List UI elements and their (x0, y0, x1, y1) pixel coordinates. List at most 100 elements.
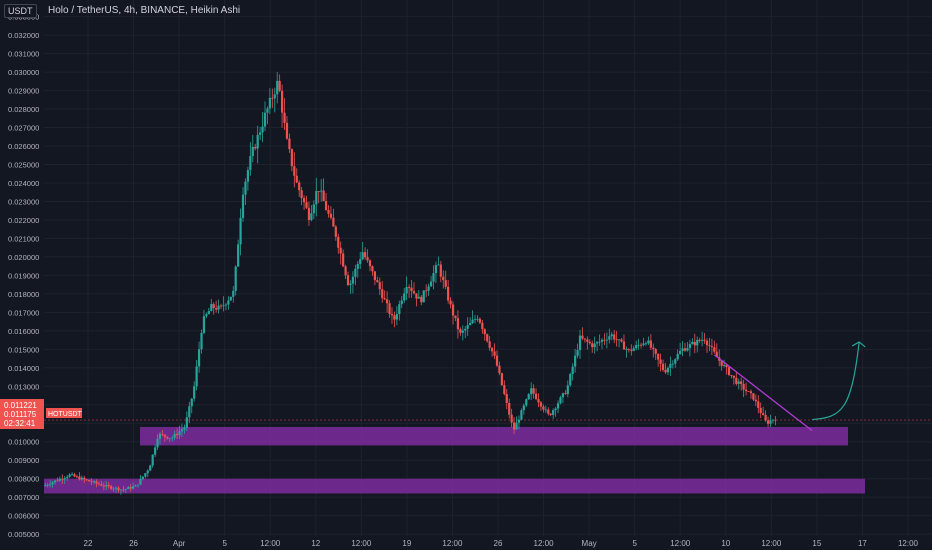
candle-body (556, 403, 560, 409)
candle-body (710, 346, 713, 348)
candle-body (764, 414, 767, 421)
candle-body (188, 406, 191, 418)
candle-body (544, 409, 547, 411)
candle-body (239, 217, 242, 245)
price-tick-label: 0.026000 (8, 142, 39, 151)
candle-body (273, 94, 276, 99)
candle-body (495, 355, 499, 366)
price-tick-label: 0.024000 (8, 179, 39, 188)
candle-body (691, 341, 694, 345)
candle-body (625, 349, 628, 350)
price-tick-label: 0.032000 (8, 31, 39, 40)
candle-body (185, 417, 188, 428)
price-tick-label: 0.019000 (8, 271, 39, 280)
candle-body (483, 329, 486, 335)
candle-body (117, 487, 120, 491)
candle-body (241, 194, 245, 218)
candle-body (608, 336, 611, 340)
price-tag-box (0, 399, 44, 429)
candle-body (386, 299, 389, 304)
candle-body (312, 204, 315, 214)
time-tick-label: 12 (311, 539, 320, 548)
support-zones (44, 426, 865, 494)
candle-body (622, 341, 626, 350)
candle-body (322, 190, 325, 202)
candle-body (676, 353, 679, 360)
candle-body (447, 286, 450, 301)
candle-body (376, 280, 379, 283)
price-tick-label: 0.027000 (8, 124, 39, 133)
current-price-label: 0.011175 (4, 410, 37, 419)
candle-body (659, 359, 662, 364)
candle-body (205, 314, 208, 317)
currency-badge[interactable]: USDT (4, 4, 37, 18)
candle-body (757, 401, 760, 408)
candle-body (58, 478, 61, 481)
candle-body (217, 305, 220, 310)
candle-body (337, 236, 340, 248)
candle-body (195, 366, 198, 387)
candle-body (364, 252, 367, 258)
time-axis[interactable]: 22 26 Apr 5 12:00 12 12:00 19 12:00 26 12:00 May 5 12… (84, 539, 919, 548)
candle-body (134, 485, 137, 487)
candle-body (295, 175, 298, 183)
symbol-tag: HOTUSDT (48, 411, 83, 418)
price-tags: 0.011221 0.011175 02:32:41 HOTUSDT (0, 399, 83, 429)
candle-body (466, 325, 469, 329)
candle-body (197, 349, 201, 367)
candle-body (359, 259, 362, 264)
candle-body (505, 393, 508, 403)
symbol-title: Holo / TetherUS, 4h, BINANCE, Heikin Ash… (48, 5, 241, 16)
candle-body (425, 290, 428, 292)
price-tick-label: 0.031000 (8, 50, 39, 59)
price-axis[interactable]: 0.0330000.0320000.0310000.0300000.029000… (8, 13, 39, 540)
candle-body (388, 303, 391, 314)
candle-body (708, 345, 711, 347)
candle-body (552, 410, 555, 415)
candle-body (49, 484, 52, 486)
candle-body (444, 280, 447, 287)
candle-body (454, 315, 457, 319)
candle-body (598, 341, 601, 343)
candle-body (46, 484, 49, 486)
candle-body (251, 146, 254, 157)
price-tick-label: 0.010000 (8, 438, 39, 447)
candle-body (261, 126, 264, 133)
candle-body (644, 343, 648, 345)
candle-body (696, 339, 699, 346)
time-tick-label: 19 (402, 539, 411, 548)
candle-body (278, 80, 281, 91)
support-zone (140, 426, 848, 446)
candle-body (576, 350, 579, 356)
candle-body (525, 399, 528, 406)
candle-body (615, 339, 618, 341)
candle-body (649, 340, 652, 348)
candle-body (459, 329, 462, 333)
candle-body (400, 300, 403, 305)
candle-body (215, 308, 218, 310)
candle-body (420, 296, 423, 303)
candle-body (327, 209, 330, 214)
candle-body (144, 473, 147, 477)
candle-body (398, 304, 401, 315)
last-price-label: 0.011221 (4, 401, 37, 410)
trendline (714, 354, 813, 432)
candle-body (63, 478, 66, 480)
candle-body (617, 339, 621, 341)
candle-body (642, 343, 645, 346)
candle-body (669, 363, 672, 368)
candle-body (163, 434, 166, 437)
candle-body (119, 489, 123, 491)
candle-body (449, 300, 452, 305)
candle-body (249, 156, 252, 171)
candle-body (534, 393, 538, 400)
candle-body (254, 146, 257, 149)
candle-body (88, 479, 91, 482)
price-tick-label: 0.014000 (8, 364, 39, 373)
candle-body (693, 341, 696, 346)
candle-body (300, 190, 303, 199)
candle-body (749, 391, 753, 394)
candle-body (259, 132, 262, 135)
time-tick-label: 12:00 (898, 539, 919, 548)
